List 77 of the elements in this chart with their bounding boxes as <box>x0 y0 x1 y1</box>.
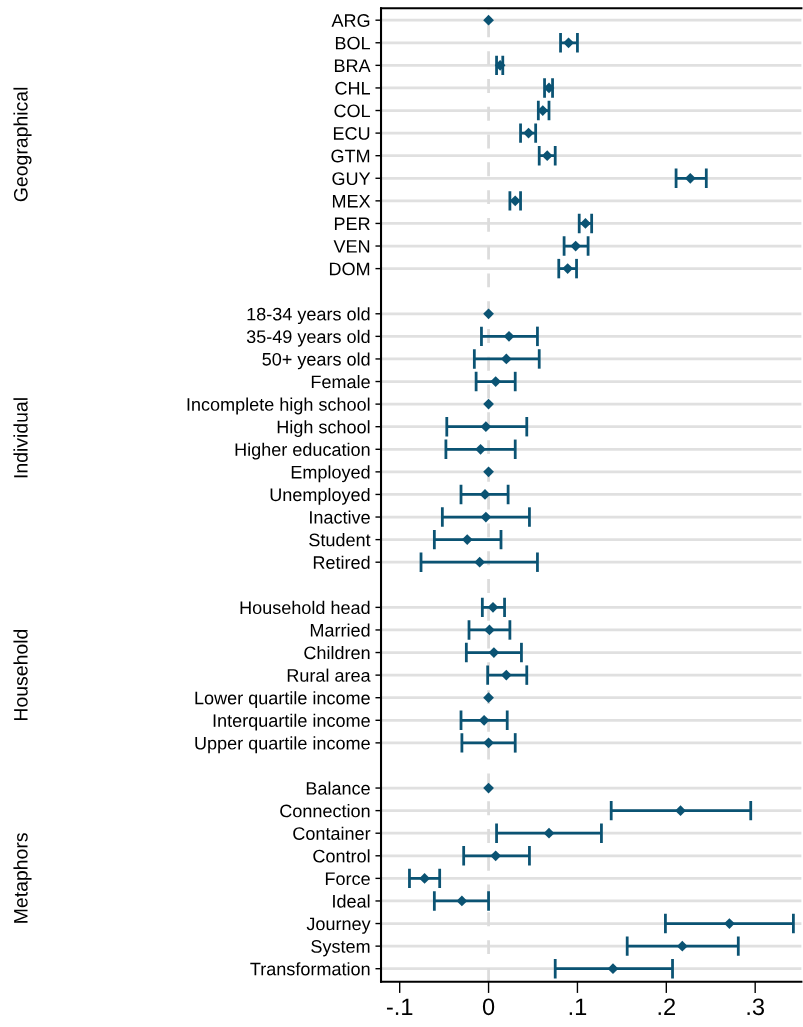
x-tick-label: .2 <box>658 998 675 1015</box>
y-tick-label: Married <box>310 623 370 637</box>
y-tick-label: CHL <box>335 81 371 95</box>
y-tick-label: Student <box>309 533 371 547</box>
y-tick-label: BRA <box>334 59 371 72</box>
y-tick-label: 50+ years old <box>262 352 370 370</box>
y-tick-label: Control <box>313 849 370 863</box>
y-tick-label: Retired <box>313 555 370 569</box>
y-tick-label: Unemployed <box>270 487 370 505</box>
point <box>456 895 468 907</box>
y-tick-label: PER <box>334 217 370 230</box>
text: Metaphors <box>13 833 32 923</box>
y-tick-label: Interquartile income <box>213 713 370 731</box>
y-tick-label: Inactive <box>310 510 370 524</box>
y-tick-label: COL <box>334 104 371 118</box>
y-tick-label: 35-49 years old <box>246 329 370 347</box>
y-tick-label: GTM <box>331 149 370 163</box>
point <box>475 443 486 455</box>
y-tick-label: MEX <box>332 194 371 208</box>
y-tick-label: Children <box>304 646 370 660</box>
y-tick-label: Higher education <box>235 442 370 460</box>
point <box>724 918 735 929</box>
point <box>562 263 574 274</box>
y-tick-label: Balance <box>306 781 370 795</box>
y-tick-label: Container <box>293 826 371 840</box>
point <box>483 466 494 478</box>
y-tick-label: VEN <box>333 240 370 253</box>
point <box>675 805 686 816</box>
y-tick-label: Ideal <box>333 894 370 908</box>
point <box>483 308 494 320</box>
y-tick-label: Transformation <box>250 962 370 976</box>
point <box>607 963 619 975</box>
y-tick-label: Household head <box>240 600 370 615</box>
y-tick-label: Employed <box>291 465 370 483</box>
point <box>483 737 494 749</box>
x-tick-label: -.1 <box>386 998 413 1015</box>
point <box>494 59 506 71</box>
y-tick-label: BOL <box>335 36 371 50</box>
text: Geographical <box>13 87 32 202</box>
y-tick-label: Force <box>325 872 370 886</box>
text: Individual <box>13 398 28 478</box>
point <box>488 647 500 658</box>
point <box>461 534 473 545</box>
point <box>487 601 499 613</box>
point <box>541 150 553 162</box>
point <box>419 873 430 884</box>
point <box>676 940 688 952</box>
point <box>490 376 502 387</box>
y-tick-label: Upper quartile income <box>195 736 370 754</box>
y-tick-label: Rural area <box>287 668 371 682</box>
point <box>483 398 494 410</box>
x-tick-label: .3 <box>747 998 764 1016</box>
y-tick-label: Journey <box>306 917 371 934</box>
y-tick-label: DOM <box>329 262 370 276</box>
x-tick-label: .1 <box>569 998 587 1015</box>
point <box>580 218 591 229</box>
y-tick-label: ARG <box>331 14 370 27</box>
y-tick-label: High school <box>277 420 370 437</box>
point <box>480 511 492 523</box>
text: Household <box>13 629 28 721</box>
point <box>523 127 534 139</box>
point <box>480 421 492 433</box>
point <box>563 37 574 49</box>
y-tick-label: GUY <box>332 172 371 185</box>
y-tick-label: ECU <box>333 127 370 140</box>
point <box>483 692 494 704</box>
point <box>543 827 555 839</box>
y-tick-label: Connection <box>280 804 370 818</box>
x-tick-label: 0 <box>482 998 495 1016</box>
point <box>503 330 515 342</box>
y-tick-label: System <box>311 940 370 957</box>
y-tick-label: Lower quartile income <box>195 691 370 708</box>
y-tick-label: Incomplete high school <box>187 397 370 415</box>
y-tick-label: Female <box>311 374 370 389</box>
y-tick-label: 18-34 years old <box>247 307 370 325</box>
point <box>483 14 494 26</box>
point <box>478 714 490 726</box>
